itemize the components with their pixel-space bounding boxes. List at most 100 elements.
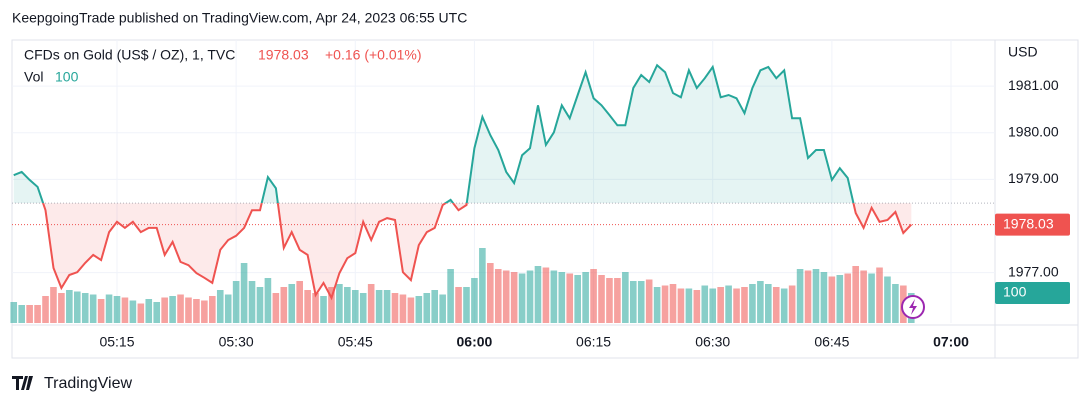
volume-bar xyxy=(661,285,669,323)
volume-bar xyxy=(637,281,645,323)
x-tick-label: 06:45 xyxy=(814,334,849,350)
volume-bar xyxy=(34,305,41,323)
volume-bar xyxy=(351,290,359,323)
volume-bar xyxy=(58,293,65,323)
volume-bar xyxy=(89,294,97,323)
volume-bar xyxy=(510,272,518,323)
volume-bar xyxy=(18,305,25,323)
volume-bar xyxy=(804,270,812,323)
volume-bar xyxy=(399,294,407,323)
volume-bar xyxy=(796,269,804,323)
volume-bar xyxy=(701,285,709,323)
frame xyxy=(11,39,1079,359)
volume-layer xyxy=(10,248,915,323)
x-tick-label: 06:00 xyxy=(457,334,493,350)
volume-bar xyxy=(383,290,391,323)
volume-bar xyxy=(185,297,192,323)
volume-bar xyxy=(518,273,526,323)
volume-bar xyxy=(240,263,248,323)
volume-bar xyxy=(765,284,772,323)
below-group xyxy=(13,203,913,301)
volume-bar xyxy=(860,270,867,323)
volume-bar xyxy=(50,287,57,323)
volume-bar xyxy=(868,273,875,323)
volume-bar xyxy=(423,293,431,323)
volume-bar xyxy=(97,299,105,323)
volume-bar xyxy=(526,270,534,323)
volume-bar xyxy=(534,266,542,323)
volume-bar xyxy=(772,287,780,323)
volume-bar xyxy=(677,288,685,323)
x-tick-label: 05:45 xyxy=(338,334,373,350)
volume-bar xyxy=(256,287,264,323)
volume-bar xyxy=(455,287,462,323)
volume-bar xyxy=(629,281,637,323)
volume-bar xyxy=(320,296,327,323)
volume-bar xyxy=(264,278,272,323)
volume-bar xyxy=(622,272,629,323)
volume-bar xyxy=(201,300,208,323)
volume-bar xyxy=(828,276,836,323)
volume-bar xyxy=(431,290,439,323)
x-tick-label: 06:30 xyxy=(695,334,730,350)
volume-bar xyxy=(820,272,828,323)
volume-bar xyxy=(757,281,764,323)
volume-bar xyxy=(653,287,661,323)
volume-bar xyxy=(844,273,852,323)
volume-bar xyxy=(645,279,653,323)
volume-bar xyxy=(788,285,796,323)
volume-bar xyxy=(272,293,280,323)
volume-bar xyxy=(717,287,724,323)
currency: USD xyxy=(1008,44,1038,60)
volume-bar xyxy=(725,285,732,323)
volume-bar xyxy=(81,293,89,323)
volume-bar xyxy=(439,294,446,323)
y-tick-label: 1979.00 xyxy=(1008,170,1059,186)
volume-bar xyxy=(177,294,184,323)
price-tag xyxy=(995,213,1070,236)
volume-bar xyxy=(487,263,494,323)
volume-bar xyxy=(66,290,73,323)
change: +0.16 (+0.01%) xyxy=(325,47,422,63)
labels: CFDs on Gold (US$ / OZ), 1, TVC 1978.03 … xyxy=(24,44,1038,85)
volume-bar xyxy=(590,269,597,323)
volume-tag-label: 100 xyxy=(1003,284,1027,300)
volume-bar xyxy=(280,287,288,323)
logo xyxy=(12,376,33,390)
y-tick-label: 1977.00 xyxy=(1008,263,1059,279)
volume-bar xyxy=(852,266,859,323)
volume-bar xyxy=(359,293,367,323)
last-price: 1978.03 xyxy=(258,47,309,63)
volume-bar xyxy=(606,278,613,323)
volume-bar xyxy=(296,281,303,323)
volume-value: 100 xyxy=(55,69,79,85)
volume-bar xyxy=(344,287,351,323)
footer-brand: TradingView xyxy=(44,375,132,392)
volume-bar xyxy=(558,272,566,323)
volume-bar xyxy=(336,284,343,323)
volume-bar xyxy=(693,290,701,323)
volume-bar xyxy=(42,296,49,323)
flash-glyph xyxy=(909,299,917,315)
chart-title: CFDs on Gold (US$ / OZ), 1, TVC xyxy=(24,47,235,63)
volume-bar xyxy=(105,294,113,323)
volume-bar xyxy=(463,287,470,323)
volume-bar xyxy=(312,293,319,323)
volume-bar xyxy=(26,305,33,323)
x-tick-label: 06:15 xyxy=(576,334,611,350)
volume-bar xyxy=(391,293,399,323)
volume-bar xyxy=(328,287,335,323)
volume-bar xyxy=(367,284,375,323)
volume-bar xyxy=(216,290,224,323)
volume-bar xyxy=(113,296,121,323)
volume-bar xyxy=(574,275,581,323)
volume-bar xyxy=(749,284,756,323)
volume-bar xyxy=(780,288,788,323)
volume-bar xyxy=(10,302,18,323)
volume-title: Vol xyxy=(24,69,43,85)
area-below xyxy=(13,203,912,298)
price-layer xyxy=(13,63,913,301)
above-group xyxy=(13,63,855,204)
volume-bar xyxy=(669,284,677,323)
volume-bar xyxy=(494,269,502,323)
